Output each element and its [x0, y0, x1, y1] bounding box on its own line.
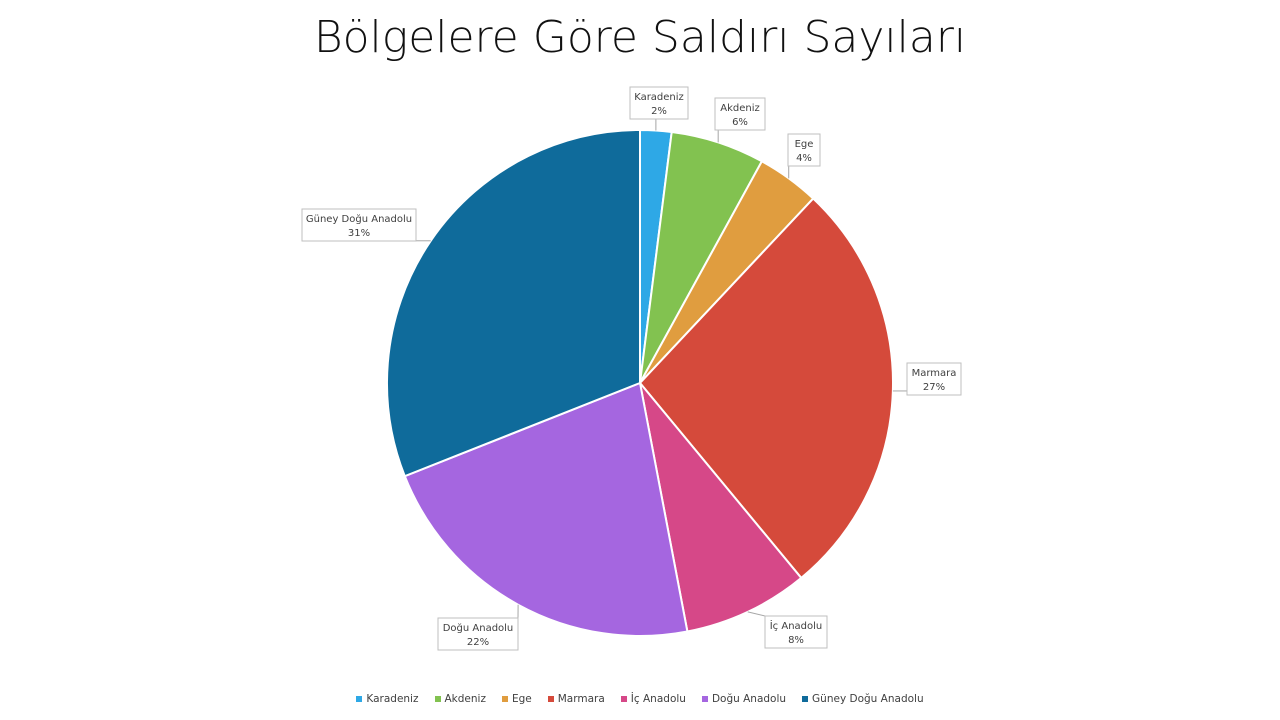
data-label-category-akdeniz: Akdeniz — [720, 103, 760, 114]
data-labels: Karadeniz 2% Akdeniz 6% Ege 4% Marmara 27% İç An… — [301, 86, 962, 651]
pie-slice-ic-anadolu — [639, 382, 803, 633]
legend-label-guney-dogu-anadolu: Güney Doğu Anadolu — [812, 693, 924, 705]
legend-item-marmara: Marmara — [547, 693, 605, 705]
data-label-box-guney-dogu-anadolu — [301, 208, 417, 242]
data-label-value-guney-dogu-anadolu: 31% — [348, 228, 370, 239]
pie-slices — [386, 128, 894, 637]
legend-swatch-dogu-anadolu — [701, 696, 708, 702]
data-label-box-marmara — [906, 362, 962, 396]
pie-slice-dogu-anadolu — [403, 381, 689, 637]
leader-lines — [416, 119, 907, 619]
legend-item-karadeniz: Karadeniz — [356, 693, 419, 705]
legend-swatch-ic-anadolu — [620, 696, 627, 702]
legend-swatch-ege — [501, 696, 508, 702]
legend-item-ic-anadolu: İç Anadolu — [620, 693, 686, 705]
data-label-box-karadeniz — [629, 86, 689, 120]
legend-label-akdeniz: Akdeniz — [444, 693, 486, 705]
data-label-value-akdeniz: 6% — [732, 117, 748, 128]
leader-line-ic-anadolu — [747, 611, 766, 617]
legend-label-ic-anadolu: İç Anadolu — [630, 693, 686, 705]
data-label-box-akdeniz — [714, 97, 766, 131]
data-label-value-ic-anadolu: 8% — [788, 635, 804, 646]
chart-title: Bölgelere Göre Saldırı Sayıları — [313, 12, 967, 63]
data-label-category-ic-anadolu: İç Anadolu — [770, 619, 823, 632]
data-label-category-guney-dogu-anadolu: Güney Doğu Anadolu — [306, 213, 412, 225]
data-label-category-marmara: Marmara — [912, 368, 957, 379]
legend-label-dogu-anadolu: Doğu Anadolu — [711, 693, 787, 705]
legend-item-dogu-anadolu: Doğu Anadolu — [701, 693, 787, 705]
data-label-value-dogu-anadolu: 22% — [467, 637, 489, 648]
data-label-category-ege: Ege — [795, 139, 814, 150]
legend-swatch-akdeniz — [434, 696, 441, 702]
data-label-box-ic-anadolu — [764, 615, 828, 649]
legend-label-marmara: Marmara — [557, 693, 605, 705]
data-label-value-marmara: 27% — [923, 382, 945, 393]
legend-label-karadeniz: Karadeniz — [366, 693, 419, 705]
data-label-category-dogu-anadolu: Doğu Anadolu — [443, 622, 514, 634]
legend-item-ege: Ege — [501, 693, 532, 705]
data-label-box-dogu-anadolu — [437, 617, 519, 651]
data-label-value-ege: 4% — [796, 153, 812, 164]
data-label-category-karadeniz: Karadeniz — [634, 92, 684, 103]
legend-item-akdeniz: Akdeniz — [434, 693, 486, 705]
pie-slice-guney-dogu-anadolu — [386, 128, 641, 478]
data-label-box-ege — [787, 133, 821, 167]
legend-label-ege: Ege — [511, 693, 532, 705]
data-label-value-karadeniz: 2% — [651, 106, 667, 117]
legend-swatch-marmara — [547, 696, 554, 702]
legend-item-guney-dogu-anadolu: Güney Doğu Anadolu — [802, 693, 924, 705]
legend-swatch-guney-dogu-anadolu — [802, 696, 809, 702]
pie-slice-marmara — [638, 197, 894, 580]
legend: Karadeniz Akdeniz Ege Marmara İç Anadolu Doğu… — [0, 693, 1280, 705]
legend-swatch-karadeniz — [356, 696, 363, 702]
